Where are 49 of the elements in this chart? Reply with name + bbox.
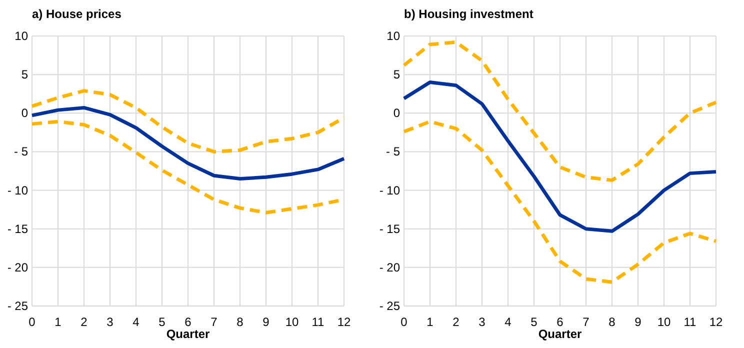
x-tick-label: 1	[54, 315, 62, 329]
x-tick-label: 2	[452, 315, 460, 329]
x-tick-label: 11	[684, 315, 697, 329]
x-tick-label: 7	[582, 315, 590, 329]
x-tick-label: 5	[158, 315, 166, 329]
y-tick-label: - 10	[7, 183, 28, 198]
chart-title: a) House prices	[32, 7, 122, 21]
y-tick-label: 0	[21, 106, 28, 120]
x-tick-label: 4	[504, 315, 512, 329]
line-series	[402, 120, 718, 284]
y-tick-label: 10	[386, 29, 400, 43]
line-series	[402, 40, 718, 182]
x-tick-label: 5	[530, 315, 538, 329]
x-tick-label: 8	[608, 315, 616, 329]
line-series	[30, 89, 346, 154]
y-tick-label: - 20	[379, 260, 400, 274]
y-tick-label: - 25	[379, 299, 400, 313]
x-tick-label: 12	[337, 315, 351, 329]
x-tick-label: 10	[657, 315, 671, 329]
x-tick-label: 8	[236, 315, 244, 329]
x-tick-label: 11	[312, 315, 325, 329]
y-tick-label: - 10	[379, 183, 400, 198]
chart-title: b) Housing investment	[404, 7, 534, 21]
y-tick-label: - 5	[14, 144, 28, 159]
y-tick-label: - 15	[379, 222, 400, 236]
x-tick-label: 6	[184, 315, 192, 329]
x-tick-label: 7	[210, 315, 218, 329]
x-tick-label: 4	[132, 315, 140, 329]
x-tick-label: 3	[478, 315, 486, 329]
x-tick-label: 9	[262, 315, 270, 329]
y-tick-label: - 20	[7, 260, 28, 274]
y-tick-label: 5	[393, 68, 400, 82]
x-axis-title: Quarter	[166, 327, 210, 341]
y-tick-label: - 5	[386, 144, 400, 159]
x-tick-label: 1	[426, 315, 434, 329]
x-tick-label: 6	[556, 315, 564, 329]
x-tick-label: 12	[709, 315, 723, 329]
y-tick-label: 5	[21, 68, 28, 82]
line-series	[402, 80, 718, 233]
x-tick-label: 10	[285, 315, 299, 329]
x-axis-title: Quarter	[538, 327, 582, 341]
y-tick-label: 0	[393, 106, 400, 120]
x-tick-label: 9	[634, 315, 642, 329]
x-tick-label: 2	[80, 315, 88, 329]
line-series	[30, 106, 346, 180]
y-tick-label: - 15	[7, 222, 28, 236]
y-tick-label: 10	[14, 29, 28, 43]
y-tick-label: - 25	[7, 299, 28, 313]
x-tick-label: 3	[106, 315, 114, 329]
